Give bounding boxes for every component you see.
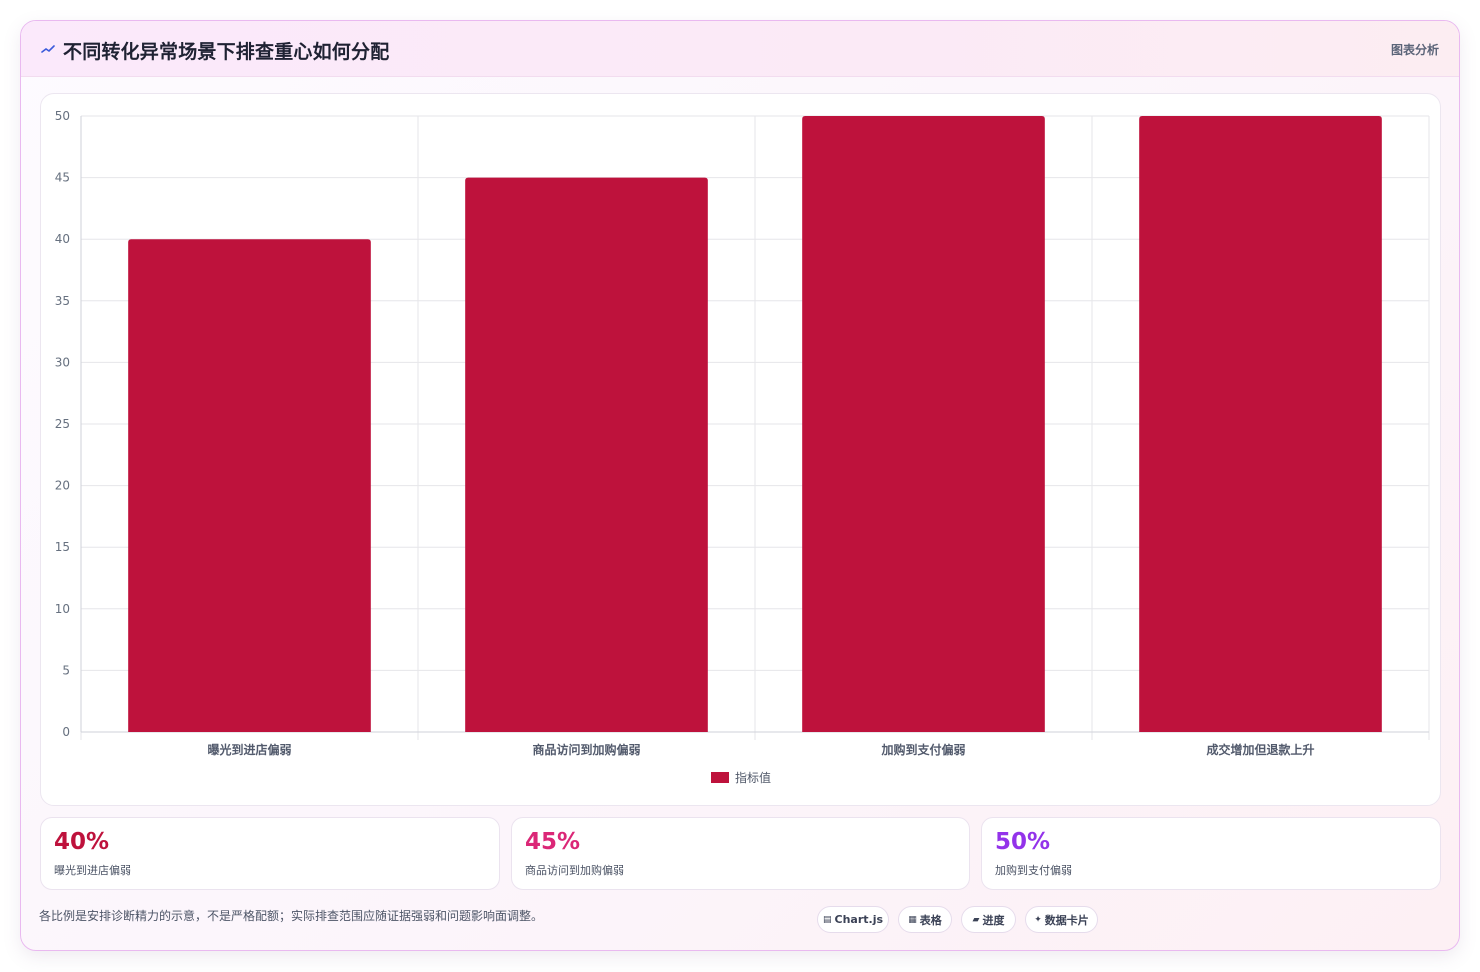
chip-table[interactable]: ▦ 表格 <box>898 906 952 933</box>
page-title: 不同转化异常场景下排查重心如何分配 <box>63 41 390 63</box>
chart-panel: 0 5 10 15 20 25 30 35 40 45 50 曝光到进店偏弱 商品访问到加购偏弱 加购到支… <box>40 93 1441 806</box>
chip-label: 数据卡片 <box>1044 913 1089 927</box>
y-tick-label: 30 <box>55 355 70 369</box>
chip-label: 表格 <box>919 913 942 927</box>
chip-data-card[interactable]: ✦ 数据卡片 <box>1025 906 1098 933</box>
progress-icon: ▰ <box>972 914 980 925</box>
chart-card: 不同转化异常场景下排查重心如何分配 图表分析 0 5 10 15 20 25 30 35 40 4… <box>20 20 1460 951</box>
chart-analysis-label: 图表分析 <box>1390 43 1439 57</box>
stat-value-1: 40% <box>54 829 110 855</box>
footer-note: 各比例是安排诊断精力的示意，不是严格配额；实际排查范围应随证据强弱和问题影响面调… <box>39 909 544 923</box>
stat-label-2: 商品访问到加购偏弱 <box>525 864 624 877</box>
stat-card-3: 50% 加购到支付偏弱 <box>981 817 1441 890</box>
bar <box>1139 116 1382 732</box>
y-tick-label: 10 <box>55 602 70 616</box>
chip-chartjs[interactable]: ▤ Chart.js <box>817 906 889 933</box>
legend-swatch <box>711 772 729 783</box>
y-tick-label: 0 <box>62 725 70 739</box>
bar <box>465 177 708 733</box>
stat-card-2: 45% 商品访问到加购偏弱 <box>511 817 970 890</box>
y-tick-label: 5 <box>62 663 70 677</box>
bar-chart: 0 5 10 15 20 25 30 35 40 45 50 曝光到进店偏弱 商品访问到加购偏弱 加购到支… <box>55 109 1430 785</box>
chip-progress[interactable]: ▰ 进度 <box>961 906 1016 933</box>
y-tick-label: 35 <box>55 294 70 308</box>
bar <box>128 239 371 732</box>
table-icon: ▦ <box>908 914 917 925</box>
x-tick-label: 加购到支付偏弱 <box>880 742 965 757</box>
y-tick-label: 45 <box>55 171 70 185</box>
stat-card-1: 40% 曝光到进店偏弱 <box>40 817 500 890</box>
y-tick-label: 25 <box>55 417 70 431</box>
y-tick-label: 15 <box>55 540 70 554</box>
x-tick-label: 商品访问到加购偏弱 <box>532 742 640 757</box>
x-tick-label: 曝光到进店偏弱 <box>207 742 291 757</box>
y-tick-label: 50 <box>55 109 70 123</box>
sparkle-icon: ✦ <box>1034 914 1042 925</box>
y-tick-label: 40 <box>55 232 70 246</box>
x-tick-label: 成交增加但退款上升 <box>1206 742 1314 757</box>
bar <box>802 116 1045 732</box>
y-tick-label: 20 <box>55 479 70 493</box>
chip-label: 进度 <box>982 913 1005 927</box>
chart-icon: ▤ <box>822 914 832 925</box>
legend-label: 指标值 <box>735 770 771 785</box>
trend-line-icon <box>41 45 55 53</box>
stat-value-2: 45% <box>525 829 581 855</box>
stat-label-1: 曝光到进店偏弱 <box>54 864 131 877</box>
stat-value-3: 50% <box>995 829 1051 855</box>
chip-label: Chart.js <box>834 913 884 926</box>
card-header: 不同转化异常场景下排查重心如何分配 图表分析 <box>21 21 1459 77</box>
stat-label-3: 加购到支付偏弱 <box>995 864 1072 877</box>
